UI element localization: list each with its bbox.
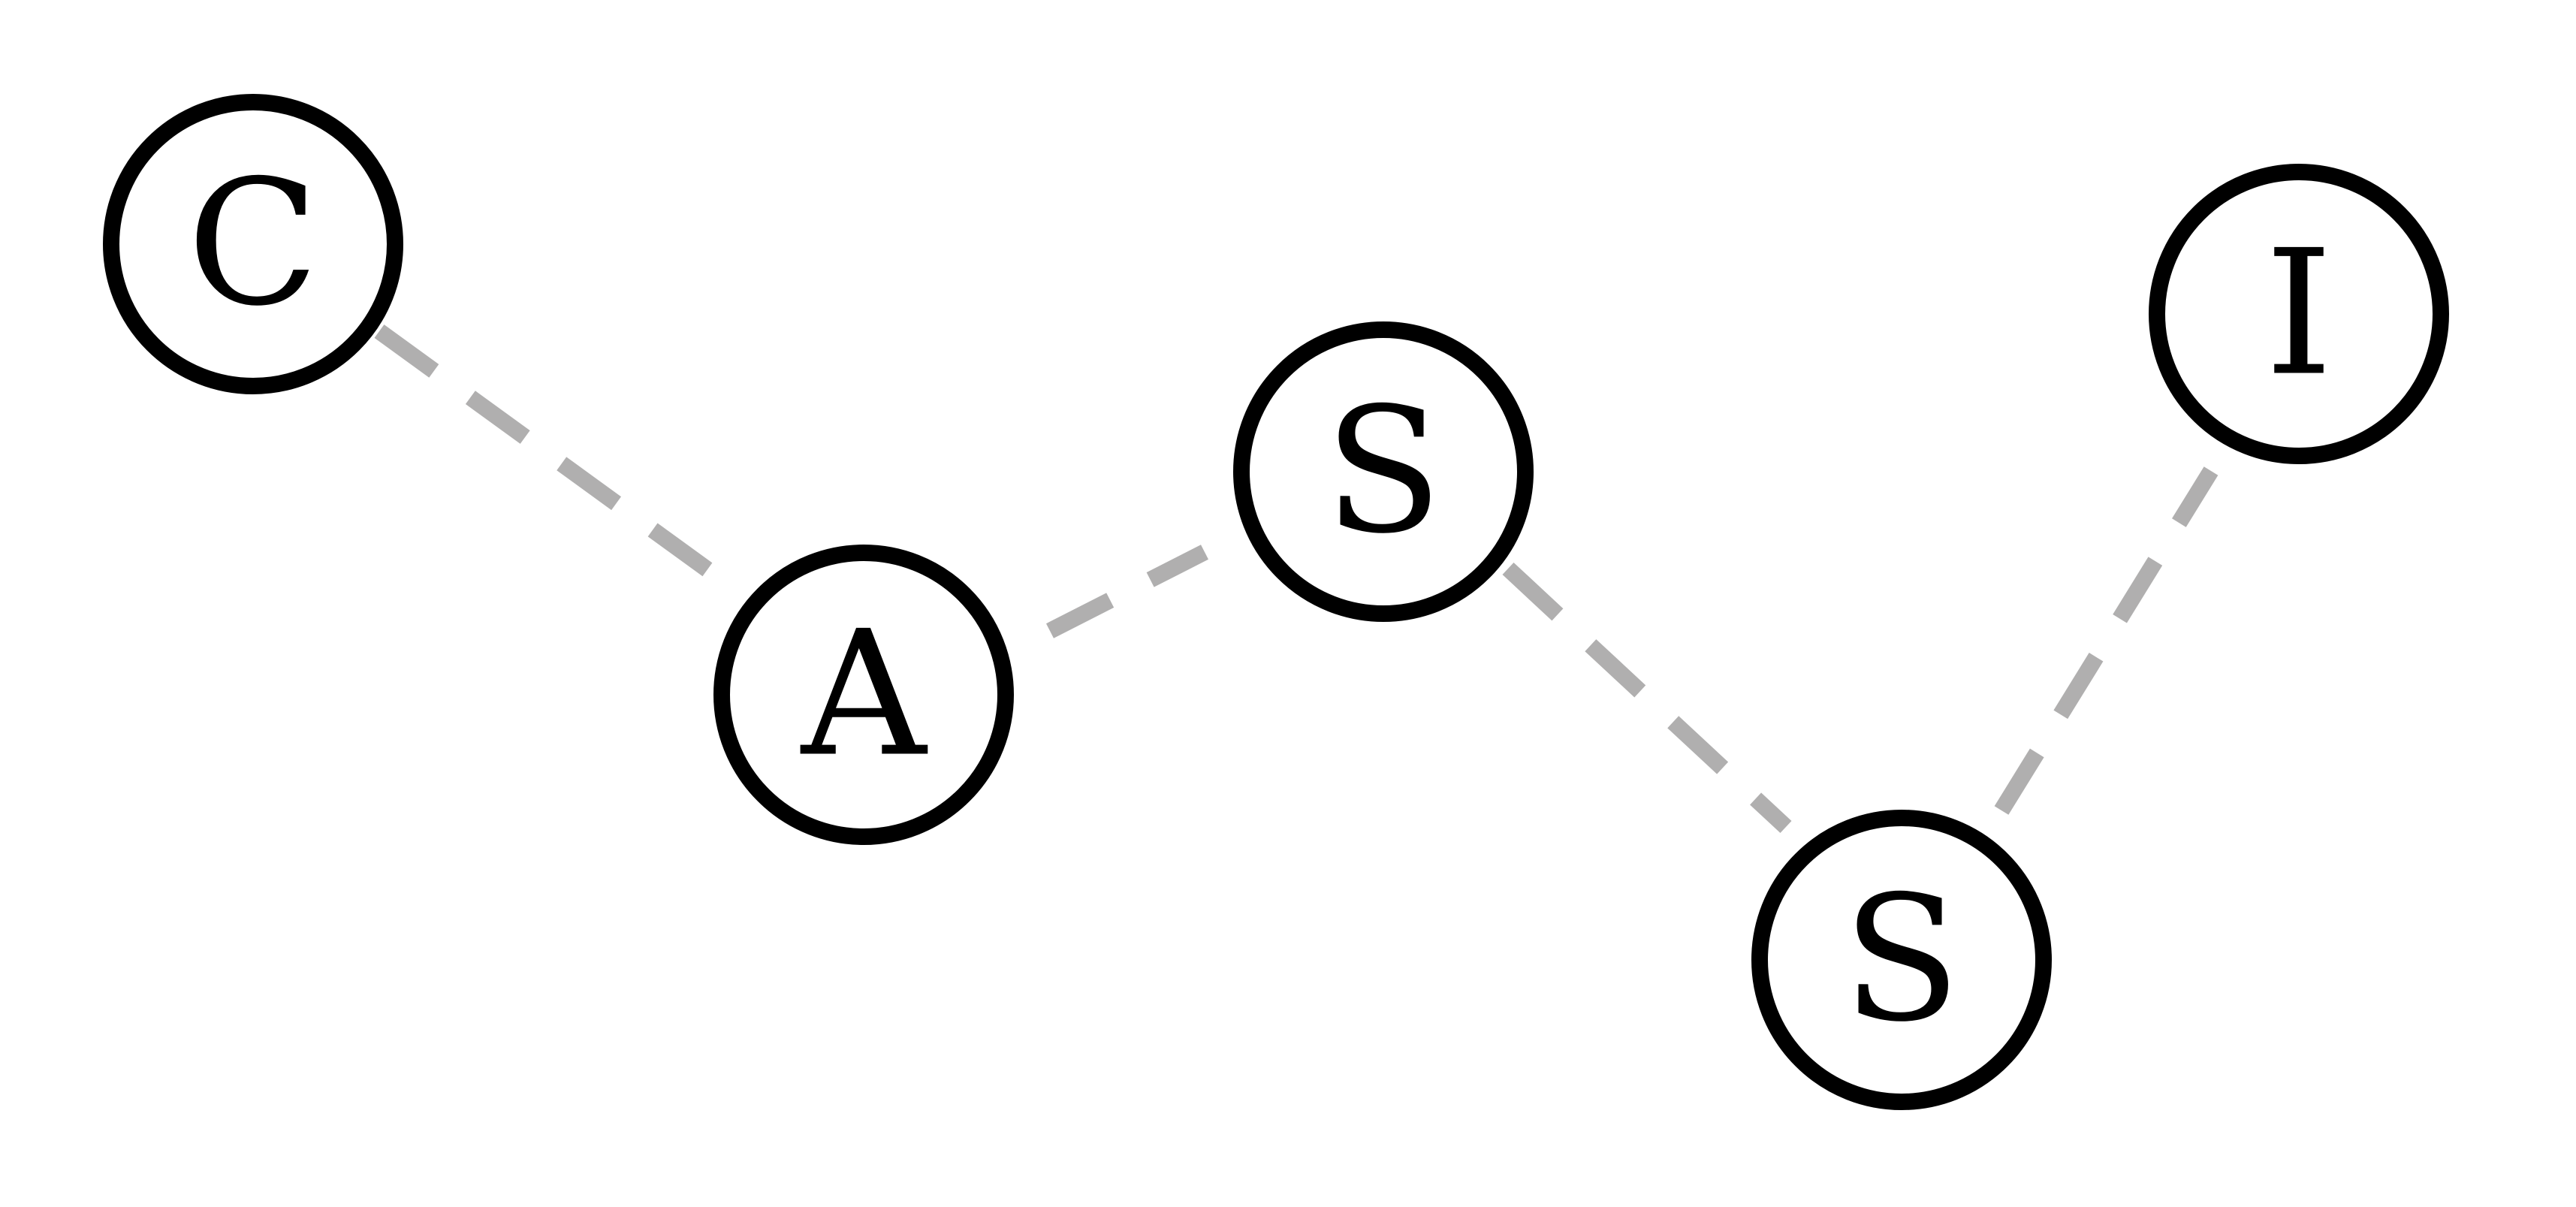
edge-s1-s2 [1502, 562, 1792, 834]
node-i-circle [2149, 164, 2449, 464]
node-c-circle [103, 94, 403, 394]
node-s1: S [1233, 321, 1534, 622]
node-s2-label: S [1842, 860, 1961, 1061]
edges-layer [374, 324, 2219, 834]
edge-s2-i [1994, 466, 2219, 815]
node-i: I [2149, 164, 2449, 464]
node-i-label: I [2265, 214, 2333, 415]
node-s2: S [1751, 810, 2052, 1110]
node-s1-label: S [1324, 372, 1443, 572]
node-a-circle [713, 545, 1014, 845]
node-a-label: A [800, 595, 928, 795]
node-s2-circle [1751, 810, 2052, 1110]
edge-a-s1 [1046, 545, 1208, 638]
node-s1-circle [1233, 321, 1534, 622]
node-a: A [713, 545, 1014, 845]
node-c: C [103, 94, 403, 394]
node-c-label: C [187, 144, 319, 345]
edge-c-a [374, 324, 716, 579]
